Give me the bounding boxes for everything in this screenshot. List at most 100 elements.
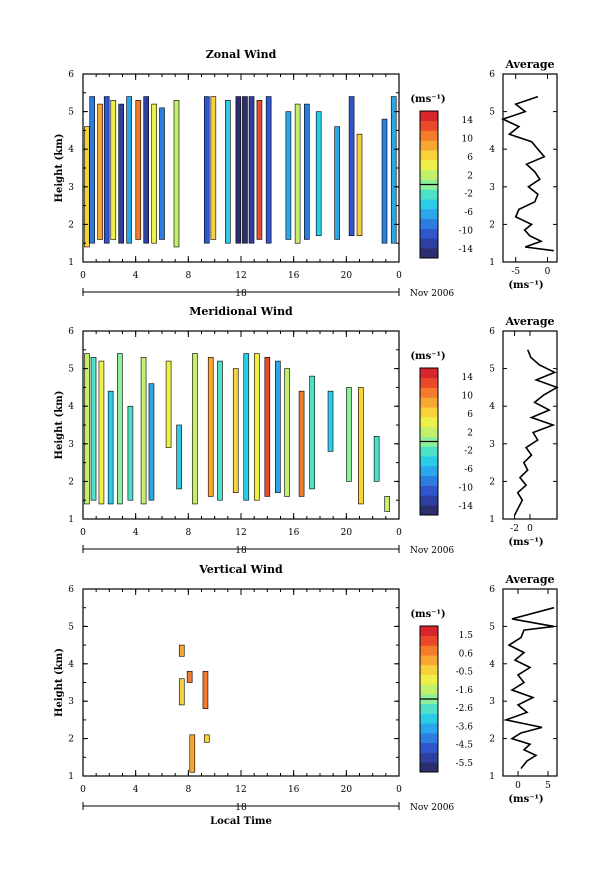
colorbar-tick-label: -0.5 [456, 668, 474, 678]
average-y-tick-label: 2 [489, 220, 495, 230]
data-column [103, 96, 110, 244]
average-y-tick-label: 3 [489, 183, 495, 193]
average-y-tick-label: 3 [489, 697, 495, 707]
x-tick-label: 0 [396, 528, 402, 538]
colorbar-swatch [420, 130, 438, 141]
colorbar-swatch [420, 387, 438, 398]
data-column [327, 390, 334, 452]
average-y-tick-label: 6 [489, 70, 495, 80]
average-frame [502, 330, 558, 520]
data-column [225, 100, 231, 244]
data-column [127, 405, 134, 501]
x-tick-label: 16 [288, 271, 300, 281]
colorbar-swatch [420, 169, 438, 180]
data-column [192, 353, 198, 505]
data-column [242, 96, 248, 244]
y-tick-label: 5 [68, 108, 74, 118]
y-tick-label: 4 [68, 660, 74, 670]
average-title: Average [504, 315, 554, 328]
colorbar-swatch [420, 495, 438, 506]
colorbar-swatch [420, 475, 438, 486]
data-column [346, 387, 352, 482]
average-y-tick-label: 6 [489, 327, 495, 337]
average-x-label: (ms⁻¹) [508, 280, 543, 291]
y-tick-label: 3 [68, 697, 74, 707]
date-label: 18 [235, 546, 247, 556]
x-axis-label: Local Time [210, 816, 272, 827]
colorbar-swatch [420, 713, 438, 724]
colorbar-swatch [420, 762, 438, 773]
average-profile-line [500, 95, 554, 252]
data-column [118, 103, 124, 244]
data-column [173, 100, 180, 248]
colorbar-tick-label: -4.5 [456, 741, 474, 751]
data-column [126, 96, 132, 244]
colorbar-swatch [420, 397, 438, 408]
y-axis-label: Height (km) [54, 648, 65, 717]
data-column [203, 96, 210, 244]
data-column [117, 353, 123, 505]
colorbar-swatch [420, 189, 438, 200]
y-tick-label: 6 [68, 327, 74, 337]
average-y-tick-label: 2 [489, 477, 495, 487]
colorbar-tick-label: -2 [464, 190, 473, 200]
data-column [140, 357, 147, 505]
average-x-tick-label: 0 [545, 267, 551, 277]
average-y-tick-label: 5 [489, 365, 495, 375]
data-column [298, 390, 305, 497]
data-column [135, 100, 142, 240]
y-tick-label: 4 [68, 402, 74, 412]
x-tick-label: 20 [341, 271, 353, 281]
colorbar-swatch [420, 368, 438, 379]
colorbar-swatch [420, 160, 438, 171]
colorbar-tick-label: -2 [464, 447, 473, 457]
colorbar-tick-label: 2 [467, 171, 473, 181]
data-column [358, 387, 364, 505]
data-column [264, 357, 271, 497]
data-column [210, 96, 217, 240]
panel-title: Meridional Wind [189, 305, 293, 318]
x-tick-label: 8 [185, 528, 191, 538]
y-tick-label: 1 [68, 515, 74, 525]
colorbar-swatch [420, 752, 438, 763]
colorbar-swatch [420, 664, 438, 675]
data-column [110, 100, 117, 240]
data-column [232, 368, 239, 493]
average-profile-line [513, 349, 559, 516]
colorbar-swatch [420, 703, 438, 714]
x-tick-label: 8 [185, 785, 191, 795]
colorbar-tick-label: 6 [467, 153, 473, 163]
colorbar-tick-label: -10 [459, 226, 474, 236]
colorbar-tick-label: 14 [462, 373, 474, 383]
colorbar-swatch [420, 140, 438, 151]
colorbar-swatch [420, 674, 438, 685]
data-column [243, 353, 250, 501]
colorbar-tick-label: 6 [467, 410, 473, 420]
average-frame [502, 73, 558, 263]
colorbar-tick-label: -5.5 [456, 759, 474, 769]
colorbar-swatch [420, 635, 438, 646]
data-column [384, 496, 390, 512]
colorbar-tick-label: -6 [464, 465, 473, 475]
month-label: Nov 2006 [410, 289, 454, 299]
x-tick-label: 12 [235, 271, 246, 281]
x-tick-label: 8 [185, 271, 191, 281]
colorbar-swatch [420, 150, 438, 161]
colorbar-swatch [420, 120, 438, 131]
x-tick-label: 0 [396, 785, 402, 795]
data-column [265, 96, 272, 244]
data-column [254, 353, 260, 501]
average-x-tick-label: 5 [545, 781, 551, 791]
average-x-tick-label: -2 [510, 524, 519, 534]
data-column [98, 360, 105, 505]
y-axis-label: Height (km) [54, 391, 65, 460]
panel-title: Zonal Wind [206, 48, 277, 61]
colorbar-swatch [420, 417, 438, 428]
colorbar-swatch [420, 742, 438, 753]
data-column [97, 103, 103, 240]
y-tick-label: 4 [68, 145, 74, 155]
colorbar-tick-label: 14 [462, 116, 474, 126]
data-column [207, 357, 214, 497]
